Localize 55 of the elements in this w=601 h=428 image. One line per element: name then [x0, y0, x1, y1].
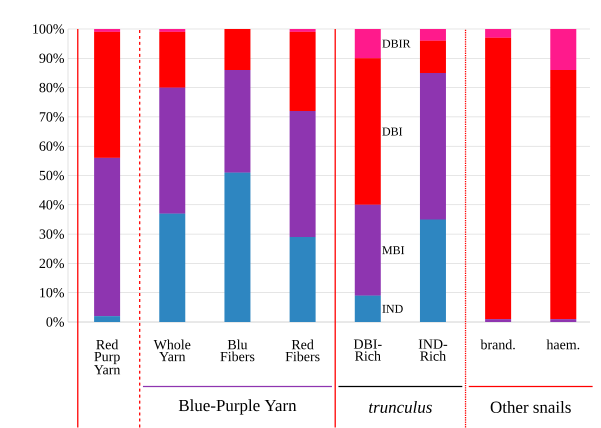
y-tick-label: 80% [39, 82, 64, 92]
text: trunculus [369, 400, 432, 413]
y-tick-label: 0% [46, 317, 64, 327]
bar [550, 28, 576, 70]
bar [94, 28, 120, 32]
x-tick-label: Red Fibers [286, 340, 320, 362]
bar [159, 88, 186, 214]
y-tick-label: 20% [40, 258, 64, 268]
bar [354, 58, 381, 205]
y-tick-label: 40% [39, 200, 64, 210]
bar [485, 38, 512, 320]
text: Other snails [490, 401, 571, 413]
y-tick-label: 10% [40, 288, 64, 298]
y-tick-label: 100% [33, 24, 64, 34]
bar [550, 70, 576, 320]
bar [420, 28, 446, 41]
series-label: DBIR [382, 40, 411, 48]
y-tick-label: 50% [40, 170, 64, 180]
x-tick-label: brand. [480, 340, 515, 350]
x-tick-label: Blu Fibers [220, 340, 254, 362]
series-label: IND [382, 304, 403, 313]
y-tick-label: 30% [40, 229, 64, 239]
bar [290, 32, 316, 112]
bar [354, 296, 381, 322]
bar [290, 28, 316, 32]
x-tick-label: DBI-Rich [354, 340, 382, 361]
bar [290, 111, 316, 238]
series-label: DBI [382, 128, 402, 136]
bar [485, 319, 512, 322]
bar [224, 172, 250, 322]
bar [159, 32, 186, 88]
bar [420, 219, 446, 322]
bar [94, 32, 120, 158]
bar [354, 204, 381, 296]
bar [420, 72, 446, 220]
bar [354, 28, 381, 58]
bar [159, 28, 186, 32]
bar [224, 70, 250, 173]
x-tick-label: Whole Yarn [154, 340, 190, 362]
bar [94, 316, 120, 322]
y-tick-label: 90% [39, 54, 64, 64]
x-tick-label: Red Purp Yarn [94, 340, 120, 374]
y-tick-label: 70% [40, 112, 64, 122]
x-tick-label: IND-Rich [418, 340, 448, 361]
bar [420, 40, 446, 73]
text: Blue-Purple Yarn [178, 399, 296, 415]
series-label: MBI [382, 246, 404, 254]
bar [94, 158, 120, 316]
x-tick-label: haem. [546, 340, 580, 350]
bar [224, 28, 250, 70]
bar [159, 214, 186, 322]
y-tick-label: 60% [40, 141, 64, 151]
bar [290, 237, 316, 322]
bar [550, 319, 576, 322]
bar [485, 28, 512, 38]
